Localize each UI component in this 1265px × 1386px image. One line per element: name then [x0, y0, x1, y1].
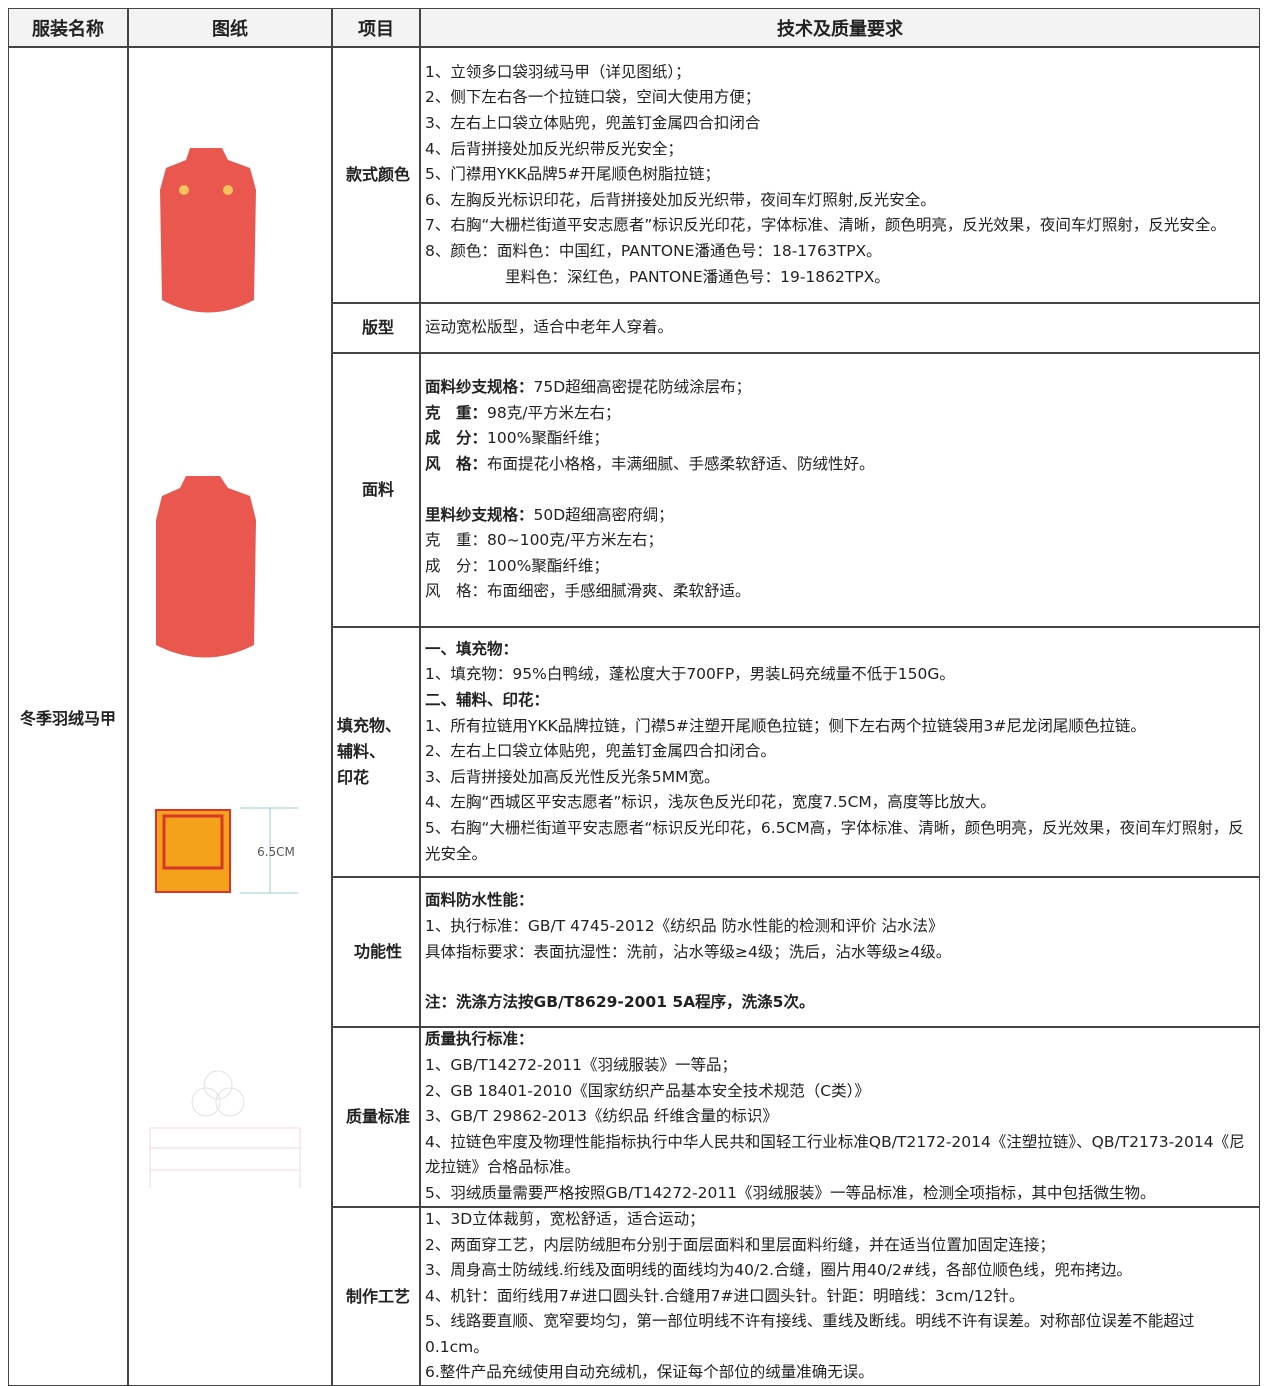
text-line: 1、填充物：95%白鸭绒，蓬松度大于700FP，男装L码充绒量不低于150G。	[425, 665, 955, 684]
text-line: 二、辅料、印花：	[425, 688, 1255, 714]
text-line: 4、拉链色牢度及物理性能指标执行中华人民共和国轻工行业标准QB/T2172-20…	[425, 1132, 1245, 1177]
spacer	[425, 478, 1255, 503]
item-label: 制作工艺	[332, 1207, 420, 1386]
bold-label: 一、填充物：	[425, 639, 519, 658]
requirement-cell: 面料纱支规格：75D超细高密提花防绒涂层布；克 重：98克/平方米左右；成 分：…	[420, 353, 1260, 627]
text-line: 4、后背拼接处加反光织带反光安全；	[425, 139, 683, 158]
text-line: 3、周身高士防绒线.绗线及面明线的面线均为40/2.合缝，圈片用40/2#线，各…	[425, 1261, 1132, 1280]
header-cell: 技术及质量要求	[420, 8, 1260, 47]
requirement-cell: 一、填充物： 1、填充物：95%白鸭绒，蓬松度大于700FP，男装L码充绒量不低于…	[420, 627, 1260, 877]
product-name: 冬季羽绒马甲	[8, 47, 128, 1386]
header-cell: 服装名称	[8, 8, 128, 47]
text-line: 1、3D立体裁剪，宽松舒适，适合运动；	[425, 1209, 705, 1228]
item-label: 质量标准	[332, 1027, 420, 1207]
requirement-cell: 1、3D立体裁剪，宽松舒适，适合运动； 2、两面穿工艺，内层防绒胆布分别于面层面料…	[420, 1207, 1260, 1386]
text-line: 风 格：布面细密，手感细腻滑爽、柔软舒适。	[425, 582, 751, 601]
bold-label: 面料纱支规格：	[425, 378, 534, 397]
text-line: 质量执行标准：	[425, 1027, 1255, 1053]
text-line: 2、左右上口袋立体贴兜，兜盖钉金属四合扣闭合。	[425, 742, 776, 761]
text-line: 1、所有拉链用YKK品牌拉链，门襟5#注塑开尾顺色拉链；侧下左右两个拉链袋用3#…	[425, 716, 1146, 735]
line-text: 100%聚酯纤维；	[487, 429, 609, 448]
requirement-cell: 运动宽松版型，适合中老年人穿着。	[420, 303, 1260, 353]
line-text: 75D超细高密提花防绒涂层布；	[533, 378, 752, 397]
text-line: 2、GB 18401-2010《国家纺织产品基本安全技术规范（C类）》	[425, 1081, 870, 1100]
line-text: 98克/平方米左右；	[487, 403, 621, 422]
text-line: 5、线路要直顺、宽窄要均匀，第一部位明线不许有接线、重线及断线。明线不许有误差。…	[425, 1312, 1195, 1356]
requirement-cell: 1、立领多口袋羽绒马甲（详见图纸）； 2、侧下左右各一个拉链口袋，空间大使用方便；…	[420, 47, 1260, 303]
text-line: 5、门襟用YKK品牌5#开尾顺色树脂拉链；	[425, 165, 721, 184]
text-line: 7、右胸“大栅栏街道平安志愿者”标识反光印花，字体标准、清晰，颜色明亮，反光效果…	[425, 216, 1226, 235]
item-label: 功能性	[332, 877, 420, 1027]
requirement-cell: 面料防水性能： 1、执行标准：GB/T 4745-2012《纺织品 防水性能的检测…	[420, 877, 1260, 1027]
text-line: 具体指标要求：表面抗湿性：洗前，沾水等级≥4级；洗后，沾水等级≥4级。	[425, 942, 952, 961]
text-line: 运动宽松版型，适合中老年人穿着。	[425, 318, 674, 337]
text-line: 一、填充物：	[425, 637, 1255, 663]
requirement-cell: 质量执行标准： 1、GB/T14272-2011《羽绒服装》一等品； 2、GB 18…	[420, 1027, 1260, 1207]
item-label: 面料	[332, 353, 420, 627]
item-label: 填充物、 辅料、 印花	[332, 627, 420, 877]
text-line: 3、后背拼接处加高反光性反光条5MM宽。	[425, 767, 720, 786]
item-label: 款式颜色	[332, 47, 420, 303]
text-line: 成 分：100%聚酯纤维；	[425, 556, 609, 575]
header-cell: 项目	[332, 8, 420, 47]
text-line: 3、左右上口袋立体贴兜，兜盖钉金属四合扣闭合	[425, 114, 761, 133]
item-label: 版型	[332, 303, 420, 353]
text-line: 6、左胸反光标识印花，后背拼接处加反光织带，夜间车灯照射,反光安全。	[425, 190, 936, 209]
bold-label: 成 分：	[425, 429, 488, 448]
text-line: 5、羽绒质量需要严格按照GB/T14272-2011《羽绒服装》一等品标准，检测…	[425, 1183, 1156, 1202]
bold-label: 面料防水性能：	[425, 891, 534, 910]
text-line: 克 重：80~100克/平方米左右；	[425, 531, 664, 550]
text-line: 成 分：100%聚酯纤维；	[425, 426, 1255, 452]
spacer	[425, 965, 1255, 990]
text-line: 2、侧下左右各一个拉链口袋，空间大使用方便；	[425, 88, 761, 107]
text-line: 2、两面穿工艺，内层防绒胆布分别于面层面料和里层面料绗缝，并在适当位置加固定连接…	[425, 1235, 1055, 1254]
bold-label: 质量执行标准：	[425, 1030, 534, 1049]
bold-label: 注：洗涤方法按GB/T8629-2001 5A程序，洗涤5次。	[425, 993, 815, 1012]
text-line: 3、GB/T 29862-2013《纺织品 纤维含量的标识》	[425, 1107, 778, 1126]
text-line: 风 格：布面提花小格格，丰满细腻、手感柔软舒适、防绒性好。	[425, 452, 1255, 478]
text-line: 8、颜色：面料色：中国红，PANTONE潘通色号：18-1763TPX。	[425, 241, 882, 260]
text-line: 6.整件产品充绒使用自动充绒机，保证每个部位的绒量准确无误。	[425, 1363, 874, 1382]
text-line: 5、右胸“大栅栏街道平安志愿者“标识反光印花，6.5CM高，字体标准、清晰，颜色…	[425, 818, 1244, 863]
text-line: 1、执行标准：GB/T 4745-2012《纺织品 防水性能的检测和评价 沾水法…	[425, 916, 944, 935]
header-cell: 图纸	[128, 8, 332, 47]
text-line: 面料防水性能：	[425, 888, 1255, 914]
drawing-cell	[128, 47, 332, 1386]
text-line: 4、左胸“西城区平安志愿者”标识，浅灰色反光印花，宽度7.5CM，高度等比放大。	[425, 793, 996, 812]
text-line: 注：洗涤方法按GB/T8629-2001 5A程序，洗涤5次。	[425, 990, 1255, 1016]
bold-label: 二、辅料、印花：	[425, 691, 550, 710]
text-line: 面料纱支规格：75D超细高密提花防绒涂层布；	[425, 375, 1255, 401]
bold-label: 克 重：	[425, 403, 488, 422]
line-text: 50D超细高密府绸；	[533, 505, 674, 524]
text-line: 里料纱支规格：50D超细高密府绸；	[425, 503, 1255, 529]
text-line: 4、机针：面绗线用7#进口圆头针.合缝用7#进口圆头针。针距：明暗线：3cm/1…	[425, 1286, 1025, 1305]
text-line: 1、立领多口袋羽绒马甲（详见图纸）；	[425, 62, 691, 81]
bold-label: 风 格：	[425, 454, 488, 473]
line-text: 布面提花小格格，丰满细腻、手感柔软舒适、防绒性好。	[487, 454, 875, 473]
bold-label: 里料纱支规格：	[425, 505, 534, 524]
text-line: 1、GB/T14272-2011《羽绒服装》一等品；	[425, 1056, 738, 1075]
text-line: 里料色：深红色，PANTONE潘通色号：19-1862TPX。	[505, 267, 890, 286]
text-line: 克 重：98克/平方米左右；	[425, 401, 1255, 427]
